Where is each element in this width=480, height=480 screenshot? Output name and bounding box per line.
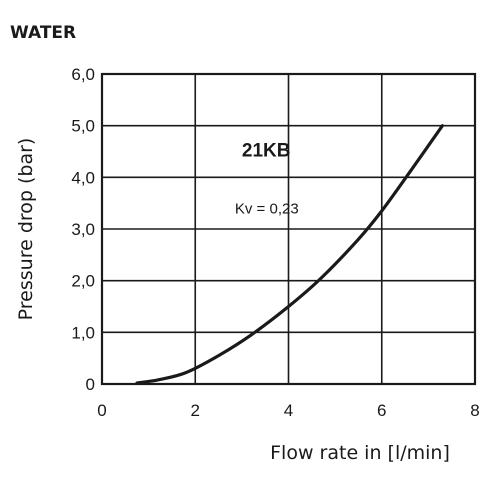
plot-frame [100, 72, 477, 386]
x-tick-label: 0 [97, 401, 106, 420]
x-tick-labels: 0 2 4 6 8 [97, 401, 479, 420]
series-group [135, 124, 444, 385]
y-tick-labels: 0 1,0 2,0 3,0 4,0 5,0 6,0 [71, 65, 95, 394]
x-tick-label: 2 [191, 401, 200, 420]
y-tick-label: 0 [86, 375, 95, 394]
chart-title: WATER [10, 23, 76, 43]
x-axis-label: Flow rate in [l/min] [270, 442, 450, 464]
x-tick-label: 8 [470, 401, 479, 420]
x-tick-label: 6 [377, 401, 386, 420]
grid [102, 74, 475, 384]
y-tick-label: 1,0 [71, 323, 95, 342]
x-tick-label: 4 [284, 401, 293, 420]
kv-label: Kv = 0,23 [235, 201, 299, 218]
y-tick-label: 4,0 [71, 168, 95, 187]
y-tick-label: 3,0 [71, 220, 95, 239]
series-line-21kb [135, 124, 444, 385]
y-axis-label: Pressure drop (bar) [15, 138, 37, 321]
series-label: 21KB [242, 141, 291, 162]
y-tick-label: 5,0 [71, 117, 95, 136]
y-tick-label: 6,0 [71, 65, 95, 84]
annotations: 21KB Kv = 0,23 [235, 141, 299, 218]
y-tick-label: 2,0 [71, 272, 95, 291]
